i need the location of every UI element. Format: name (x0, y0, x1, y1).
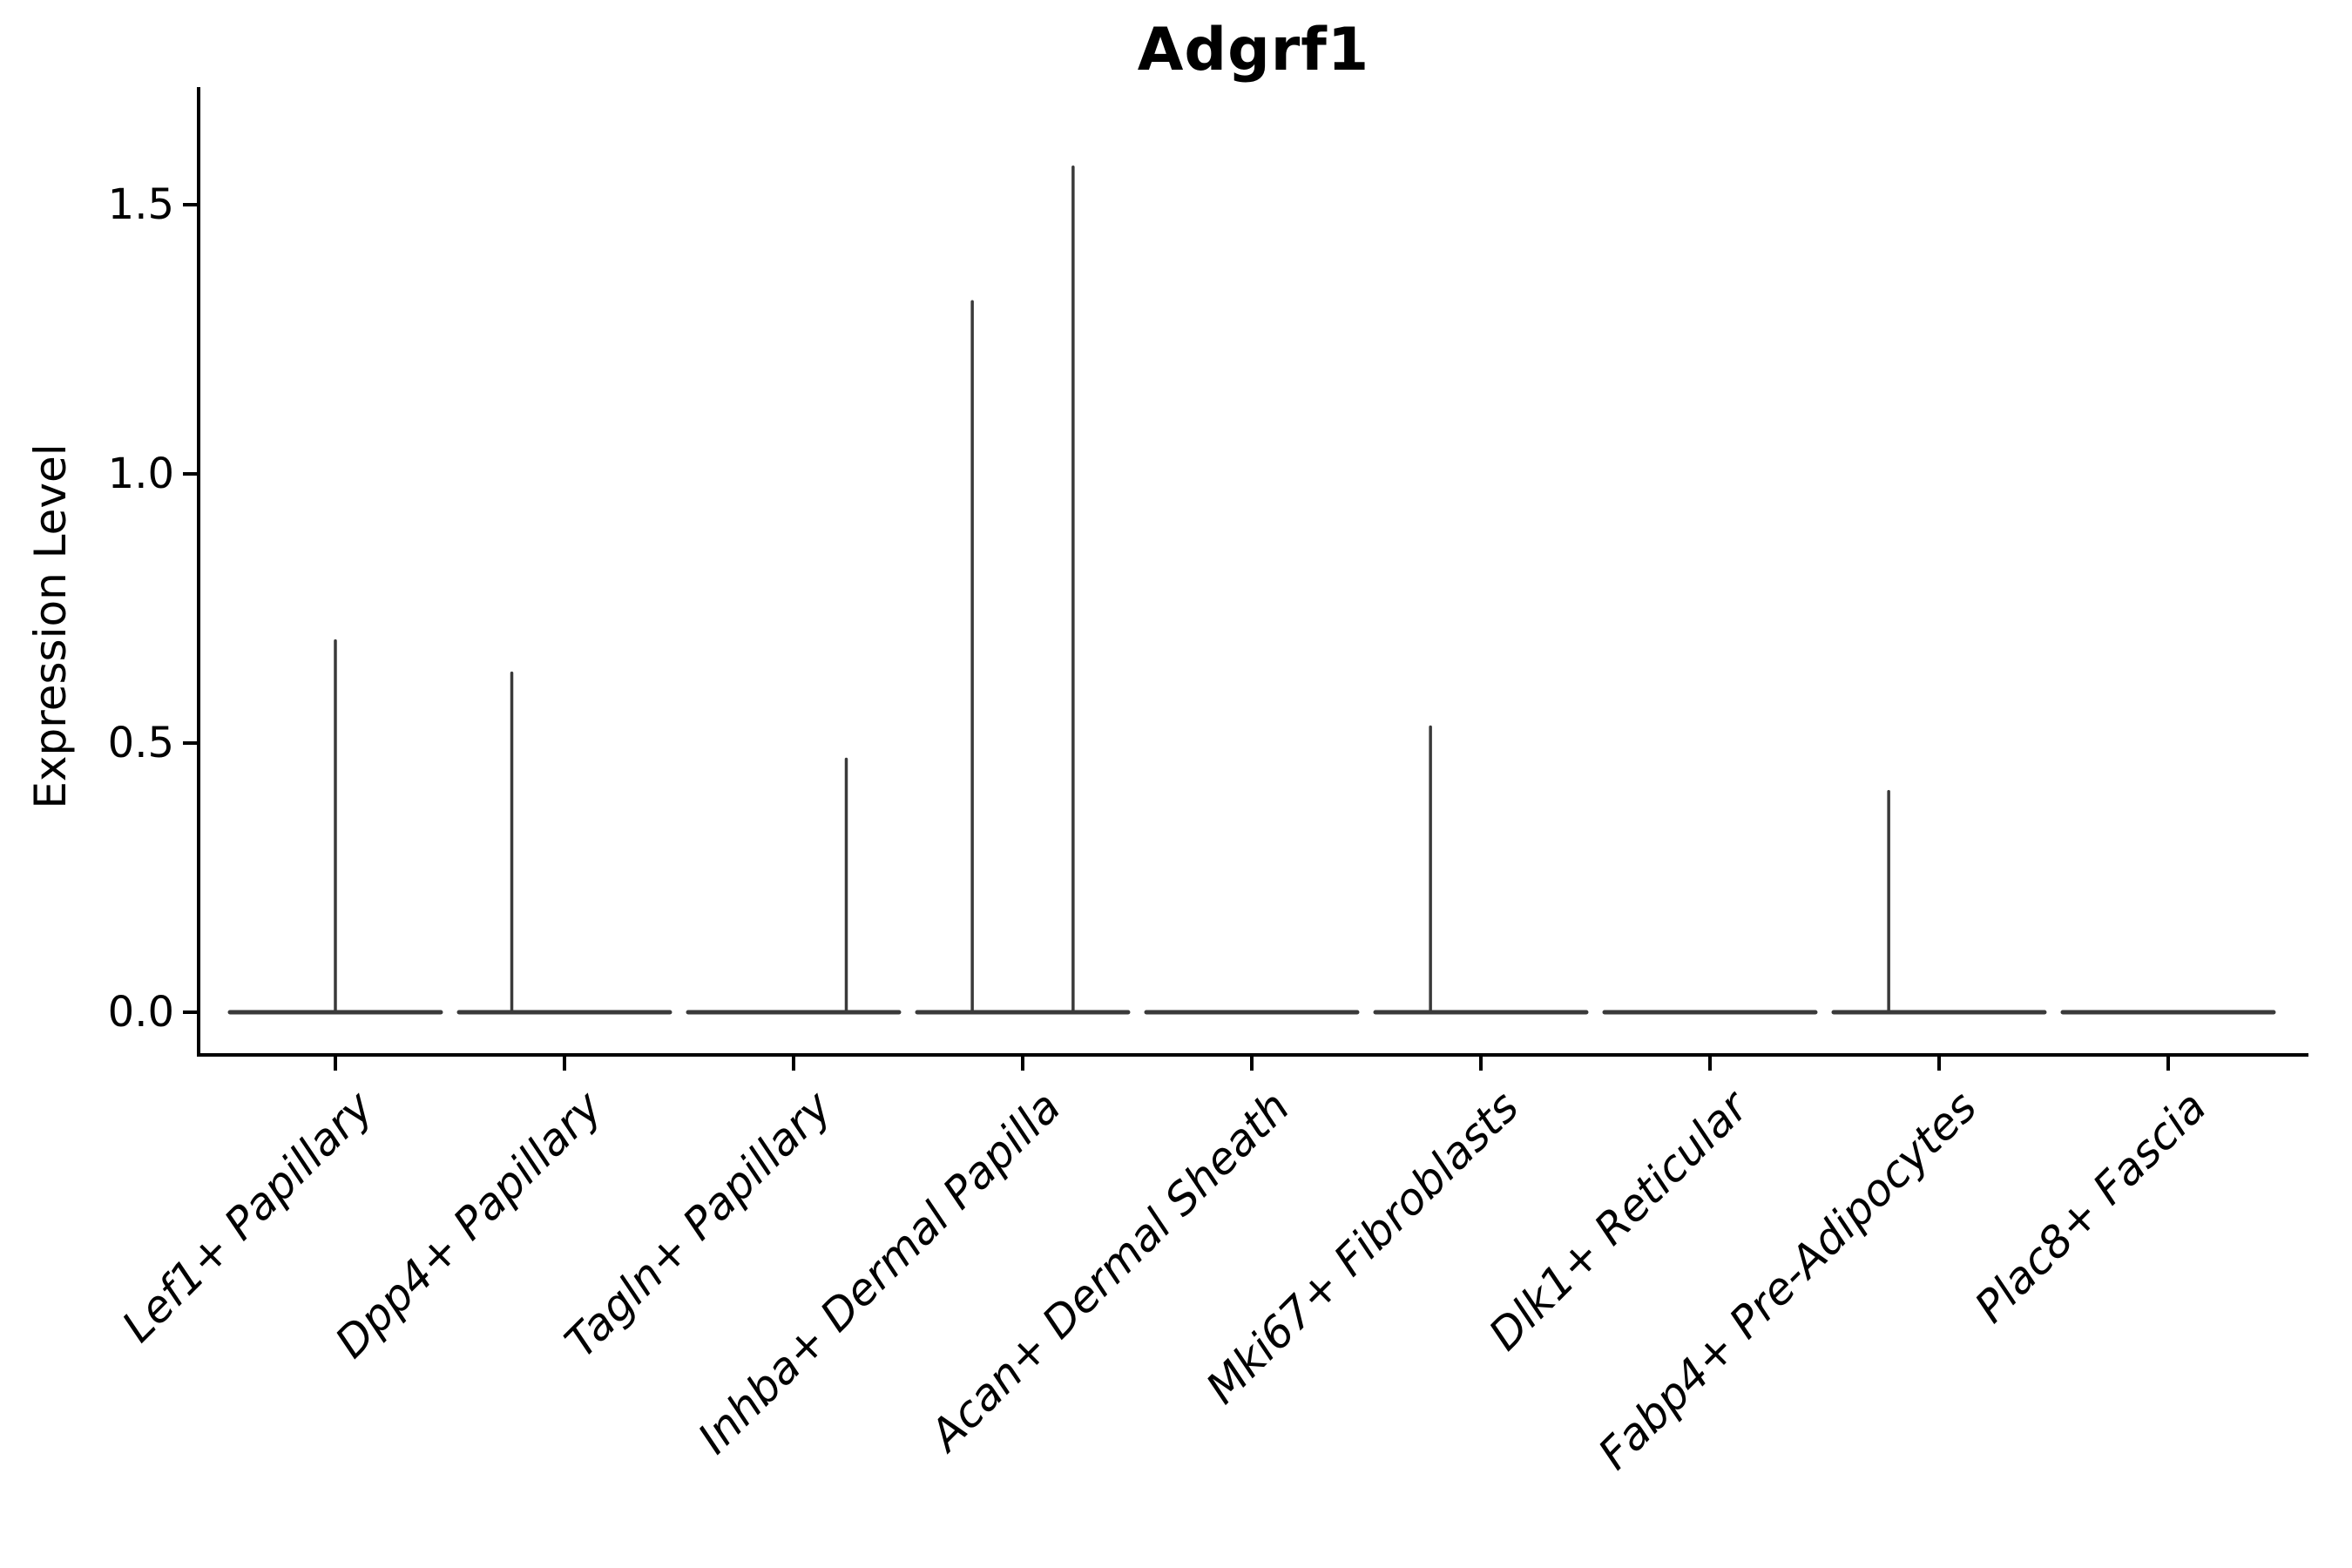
chart-title: Adgrf1 (1137, 16, 1370, 84)
y-tick-label: 1.5 (107, 180, 174, 229)
y-tick-label: 1.0 (107, 449, 174, 498)
y-tick-label: 0.5 (107, 719, 174, 767)
y-tick-label: 0.0 (107, 988, 174, 1037)
